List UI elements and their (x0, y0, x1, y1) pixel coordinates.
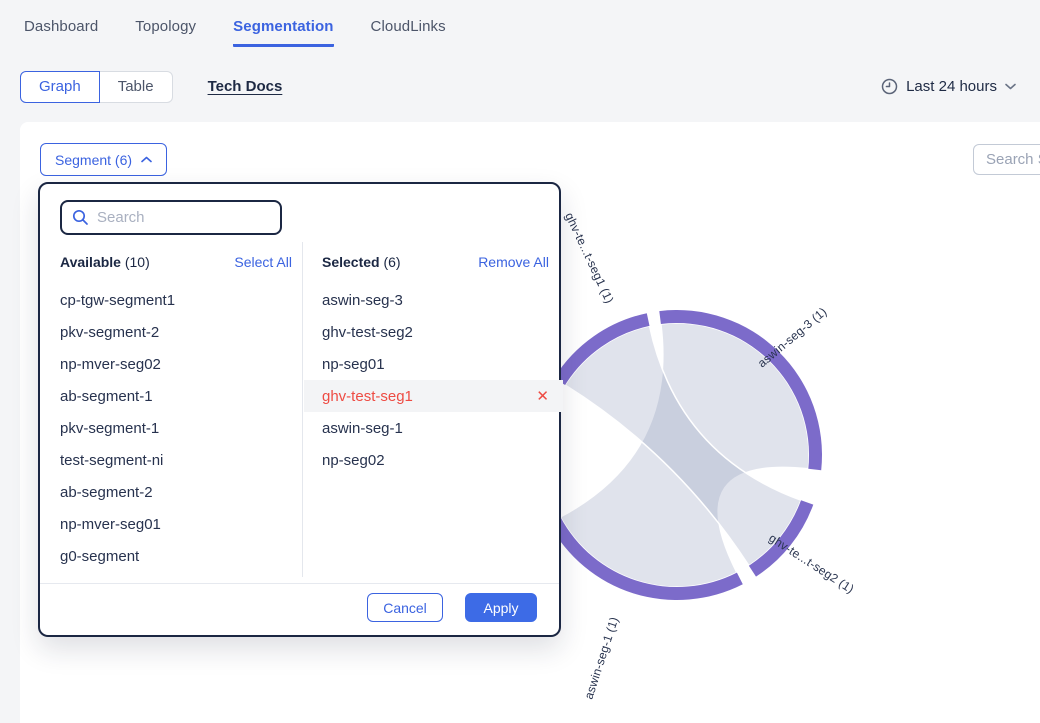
list-item[interactable]: np-seg02 (322, 451, 385, 469)
chord-label-aswin-seg-1: aswin-seg-1 (1) (582, 615, 622, 701)
chord-label-aswin-seg-3: aswin-seg-3 (1) (755, 304, 830, 370)
chevron-up-icon (141, 156, 152, 163)
list-item[interactable]: test-segment-ni (60, 451, 164, 469)
chord-label-ghv-test-seg2: ghv-te...t-seg2 (1) (766, 531, 856, 596)
remove-item-icon[interactable]: ✕ (536, 387, 549, 405)
list-item[interactable]: ab-segment-1 (60, 387, 153, 405)
column-divider (302, 242, 303, 577)
nav-tab-dashboard[interactable]: Dashboard (24, 18, 99, 35)
apply-button[interactable]: Apply (465, 593, 537, 622)
selected-list: aswin-seg-3 ghv-test-seg2 np-seg01 ghv-t… (304, 284, 563, 476)
chord-diagram[interactable]: ghv-te...t-seg1 (1) aswin-seg-3 (1) ghv-… (520, 140, 1040, 723)
list-item[interactable]: aswin-seg-1 (322, 419, 403, 437)
chord-label-ghv-test-seg1: ghv-te...t-seg1 (1) (562, 210, 616, 305)
table-view-button[interactable]: Table (98, 70, 173, 103)
view-toggle: Graph Table (20, 70, 173, 103)
canvas-search-input[interactable] (973, 144, 1040, 175)
list-item[interactable]: pkv-segment-2 (60, 323, 160, 341)
top-nav: Dashboard Topology Segmentation CloudLin… (0, 0, 1040, 47)
toolbar: Graph Table Tech Docs Last 24 hours (20, 70, 1016, 103)
list-item[interactable]: ab-segment-2 (60, 483, 153, 501)
remove-all-link[interactable]: Remove All (478, 254, 549, 270)
available-column: Available (10) Select All cp-tgw-segment… (60, 244, 292, 572)
time-range-label: Last 24 hours (906, 78, 997, 95)
available-list: cp-tgw-segment1 pkv-segment-2 np-mver-se… (60, 284, 292, 572)
available-title: Available (10) (60, 254, 150, 270)
list-item[interactable]: cp-tgw-segment1 (60, 291, 176, 309)
chord-arc-ghv-test-seg2[interactable] (748, 500, 814, 577)
search-icon (72, 209, 88, 225)
highlighted-item-label: ghv-test-seg1 (322, 387, 413, 405)
segment-filter-button[interactable]: Segment (6) (40, 143, 168, 176)
selected-column: Selected (6) Remove All aswin-seg-3 ghv-… (304, 244, 563, 476)
clock-icon (881, 78, 898, 95)
selected-title: Selected (6) (322, 254, 401, 270)
graph-view-button[interactable]: Graph (20, 70, 100, 103)
select-all-link[interactable]: Select All (234, 254, 292, 270)
segment-filter-panel: Available (10) Select All cp-tgw-segment… (38, 182, 563, 637)
chord-arc-aswin-seg-1[interactable] (548, 517, 743, 601)
list-item[interactable]: g0-segment (60, 547, 140, 565)
nav-tab-segmentation[interactable]: Segmentation (233, 18, 334, 47)
panel-footer: Cancel Apply (40, 583, 559, 635)
segment-filter-button-label: Segment (6) (55, 151, 133, 168)
nav-tab-cloudlinks[interactable]: CloudLinks (370, 18, 446, 35)
chevron-down-icon (1005, 83, 1016, 90)
chord-ribbon-ghv[interactable] (564, 325, 802, 567)
list-item[interactable]: aswin-seg-3 (322, 291, 403, 309)
time-range-dropdown[interactable]: Last 24 hours (881, 78, 1016, 95)
panel-search-box[interactable] (60, 200, 282, 235)
list-item[interactable]: np-mver-seg02 (60, 355, 161, 373)
tech-docs-link[interactable]: Tech Docs (207, 78, 283, 95)
chord-arc-ghv-test-seg1[interactable] (554, 313, 650, 385)
list-item[interactable]: np-mver-seg01 (60, 515, 161, 533)
cancel-button[interactable]: Cancel (367, 593, 443, 622)
list-item-highlighted[interactable]: ghv-test-seg1 ✕ (304, 380, 563, 412)
panel-search-input[interactable] (97, 209, 270, 226)
list-item[interactable]: ghv-test-seg2 (322, 323, 413, 341)
nav-tab-topology[interactable]: Topology (135, 18, 197, 35)
list-item[interactable]: pkv-segment-1 (60, 419, 160, 437)
chord-ribbon-aswin[interactable] (559, 322, 810, 588)
list-item[interactable]: np-seg01 (322, 355, 385, 373)
